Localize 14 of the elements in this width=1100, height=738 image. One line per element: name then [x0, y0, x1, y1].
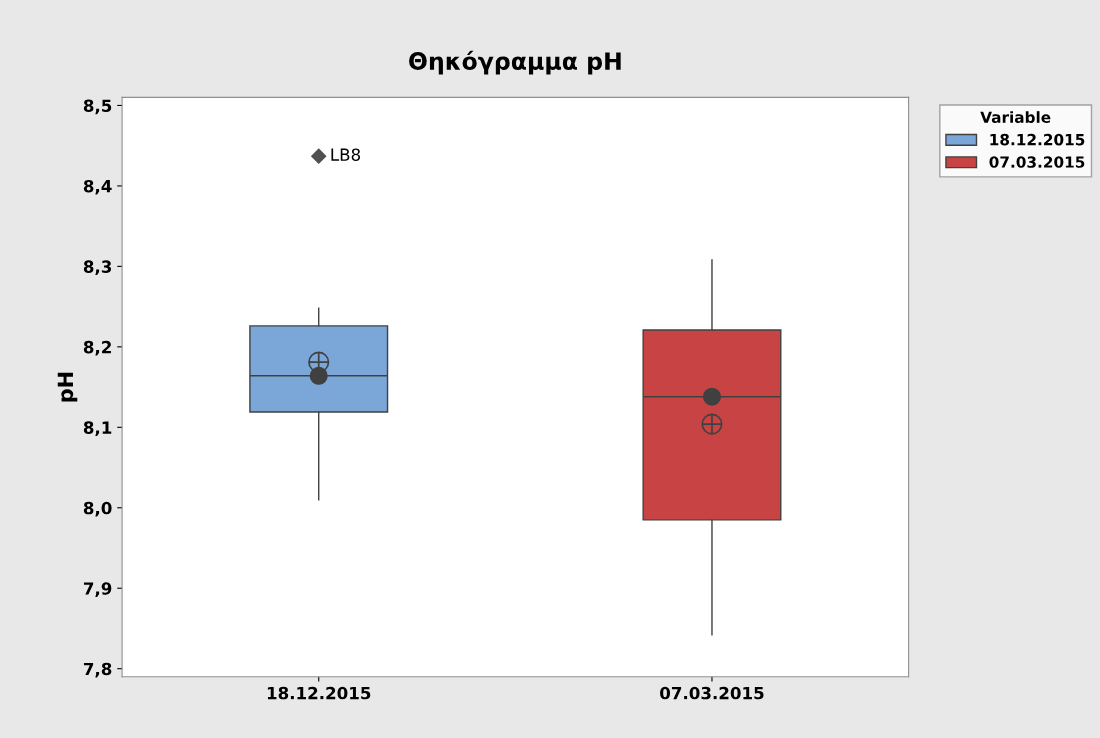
chart-title: Θηκόγραμμα pH — [409, 50, 621, 75]
y-tick-label: 8,4 — [83, 179, 112, 195]
y-tick-label: 7,8 — [83, 662, 112, 678]
annotation: LB8 — [331, 148, 361, 161]
y-tick-label: 8,1 — [83, 421, 112, 437]
y-axis-title: pH — [57, 372, 78, 402]
legend-label: 18.12.2015 — [990, 133, 1085, 146]
legend-label: 07.03.2015 — [989, 156, 1085, 168]
y-tick-label: 8,0 — [83, 501, 112, 517]
y-tick-label: 7,9 — [83, 582, 112, 597]
legend-title: Variable — [980, 111, 1051, 123]
y-tick-label: 8,3 — [83, 260, 112, 276]
y-tick-label: 8,2 — [83, 340, 111, 356]
y-tick-label: 8,5 — [83, 99, 112, 115]
